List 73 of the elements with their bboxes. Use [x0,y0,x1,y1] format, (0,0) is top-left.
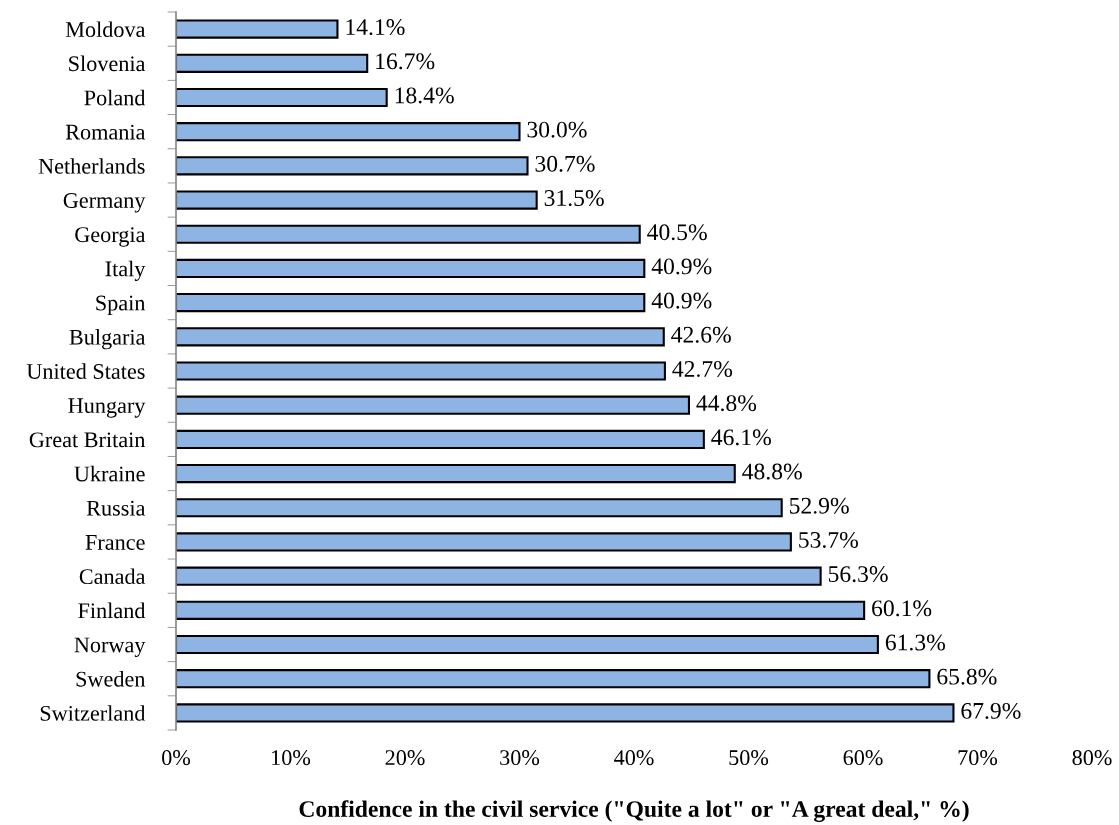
x-tick-label: 40% [614,750,654,766]
bar [176,53,369,73]
bar [176,224,641,244]
y-tick-label: Finland [78,602,146,619]
y-tick-label: Spain [96,295,146,316]
y-tick-label: Moldova [65,21,146,38]
x-tick-label: 80% [1072,750,1112,766]
bar [176,600,866,620]
data-label: 40.9% [651,258,712,275]
bar [176,669,931,689]
data-label: 60.1% [872,600,932,617]
x-axis-title: Confidence in the civil service ("Quite a lot" or "A great deal," %) [299,800,969,822]
bar [176,566,822,586]
data-label: 30.7% [535,155,595,172]
data-label: 46.1% [711,429,771,446]
bar [176,327,665,347]
data-label: 16.7% [376,53,435,70]
data-label: 44.8% [696,395,757,412]
bar [176,87,388,108]
y-tick-label: Hungary [68,398,146,418]
x-tick-label: 10% [272,750,311,766]
y-tick-label: United States [26,363,145,379]
data-label: 30.0% [527,121,587,138]
data-label: 18.4% [395,87,454,104]
y-tick-label: Ukraine [74,465,145,482]
y-tick-label: Italy [105,260,146,281]
y-tick-label: Switzerland [40,705,146,721]
data-label: 42.6% [671,326,731,343]
y-tick-label: Russia [86,500,146,516]
y-tick-label: Slovenia [69,55,146,72]
x-tick-label: 30% [500,750,540,766]
bar [176,463,736,484]
y-tick-label: Bulgaria [69,329,146,350]
bar [176,395,690,415]
bar [176,703,955,723]
x-tick-label: 0% [162,750,191,766]
x-tick-label: 60% [843,750,883,766]
data-label: 31.5% [544,190,604,207]
y-tick-label: Georgia [75,227,146,247]
y-tick-label: Canada [79,568,146,585]
y-tick-label: Poland [84,89,146,106]
data-label: 14.1% [346,19,405,36]
bar [176,498,783,518]
y-tick-label: Romania [65,124,146,140]
y-tick-label: Germany [63,193,146,213]
bar [176,122,521,142]
data-label: 65.8% [937,668,997,685]
y-tick-label: Norway [74,637,146,657]
y-tick-label: Netherlands [38,158,145,174]
bar [176,532,792,552]
bar [176,634,879,655]
bar [176,258,646,279]
data-label: 40.9% [651,292,712,309]
y-tick-label: France [85,535,145,550]
bar [176,429,705,449]
x-tick-label: 70% [958,750,998,766]
data-label: 48.8% [742,463,802,480]
data-label: 56.3% [828,566,888,583]
data-label: 53.7% [799,531,858,548]
data-label: 67.9% [961,702,1021,719]
data-label: 52.9% [790,497,849,514]
data-label: 40.5% [647,224,707,241]
bar [176,19,339,39]
x-tick-label: 50% [729,750,769,766]
bar [176,293,646,313]
bar [176,361,666,381]
bar [176,190,538,210]
y-tick-label: Great Britain [29,432,146,448]
x-tick-label: 20% [385,750,425,766]
data-label: 61.3% [885,634,946,651]
data-label: 42.7% [672,360,733,378]
bar [176,156,529,176]
y-tick-label: Sweden [76,671,146,687]
